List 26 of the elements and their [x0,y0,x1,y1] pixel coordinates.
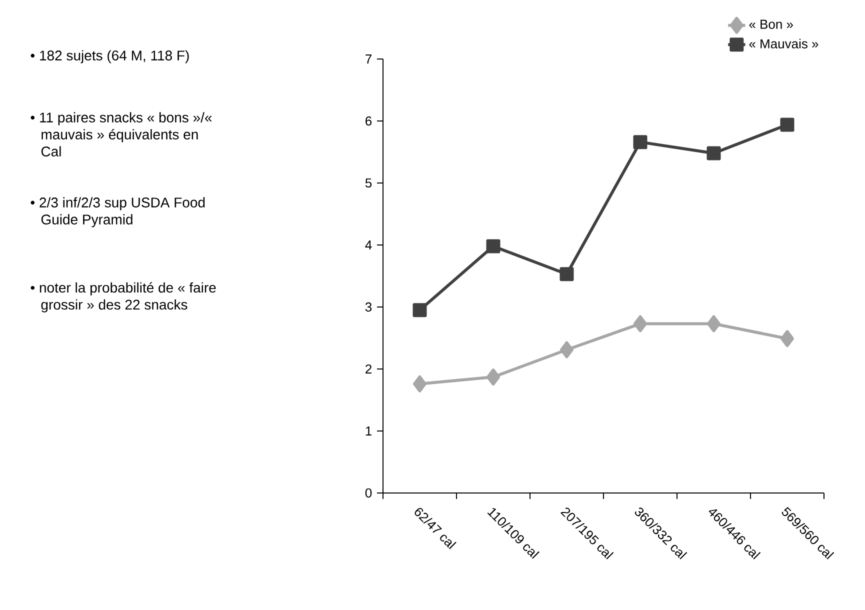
point [560,267,574,282]
point [780,118,794,132]
y-tick-label: 7 [366,54,372,64]
y-tick-label: 5 [365,178,372,188]
point [412,303,427,318]
point [706,146,721,160]
point [633,135,648,150]
point [413,375,426,392]
text: • 11 paires snacks « bons »/« mauvais » équivalents en Cal [30,112,212,156]
point [780,330,794,348]
point [486,368,500,386]
y-tick-label: 1 [366,426,372,436]
legend-label: « Bon » [749,20,793,29]
text: • 182 sujets (64 M, 118 F) [30,50,189,64]
y-tick-label: 3 [365,302,372,312]
text: • 2/3 inf/2/3 sup USDA Food Guide Pyramid [30,197,205,228]
point [633,315,647,332]
point [706,315,720,332]
y-tick-label: 4 [365,240,372,250]
y-tick-label: 6 [366,116,372,126]
text: • noter la probabilité de « faire grossir » des 22 snacks [30,282,216,312]
y-tick-label: 0 [365,488,372,498]
y-tick-label: 2 [366,364,372,374]
point [486,239,500,254]
point [560,341,574,358]
legend-label: « Mauvais » [749,38,818,48]
